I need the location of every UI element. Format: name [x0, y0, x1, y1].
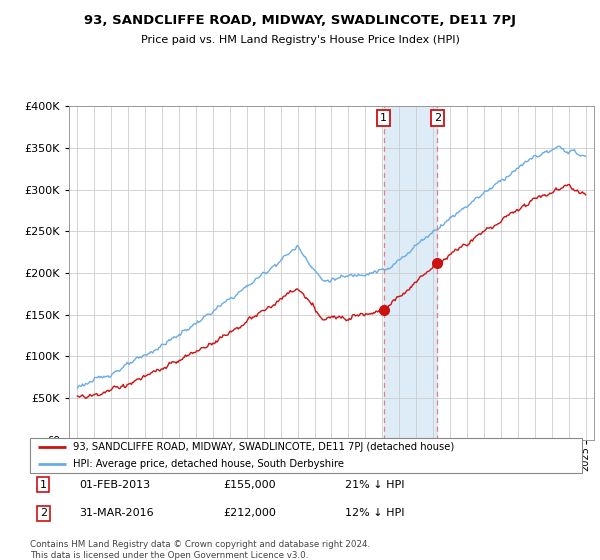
- Text: 2: 2: [40, 508, 47, 518]
- Text: 2: 2: [434, 113, 441, 123]
- Text: Contains HM Land Registry data © Crown copyright and database right 2024.
This d: Contains HM Land Registry data © Crown c…: [30, 540, 370, 560]
- Text: 21% ↓ HPI: 21% ↓ HPI: [344, 479, 404, 489]
- Text: Price paid vs. HM Land Registry's House Price Index (HPI): Price paid vs. HM Land Registry's House …: [140, 35, 460, 45]
- Text: 1: 1: [40, 479, 47, 489]
- Text: 12% ↓ HPI: 12% ↓ HPI: [344, 508, 404, 518]
- Text: 31-MAR-2016: 31-MAR-2016: [80, 508, 154, 518]
- Bar: [383, 106, 437, 440]
- Text: £212,000: £212,000: [223, 508, 276, 518]
- Text: 01-FEB-2013: 01-FEB-2013: [80, 479, 151, 489]
- Text: 1: 1: [380, 113, 387, 123]
- Text: 93, SANDCLIFFE ROAD, MIDWAY, SWADLINCOTE, DE11 7PJ: 93, SANDCLIFFE ROAD, MIDWAY, SWADLINCOTE…: [84, 14, 516, 27]
- FancyBboxPatch shape: [30, 438, 582, 473]
- Text: 93, SANDCLIFFE ROAD, MIDWAY, SWADLINCOTE, DE11 7PJ (detached house): 93, SANDCLIFFE ROAD, MIDWAY, SWADLINCOTE…: [73, 442, 454, 452]
- Text: £155,000: £155,000: [223, 479, 276, 489]
- Text: HPI: Average price, detached house, South Derbyshire: HPI: Average price, detached house, Sout…: [73, 459, 344, 469]
